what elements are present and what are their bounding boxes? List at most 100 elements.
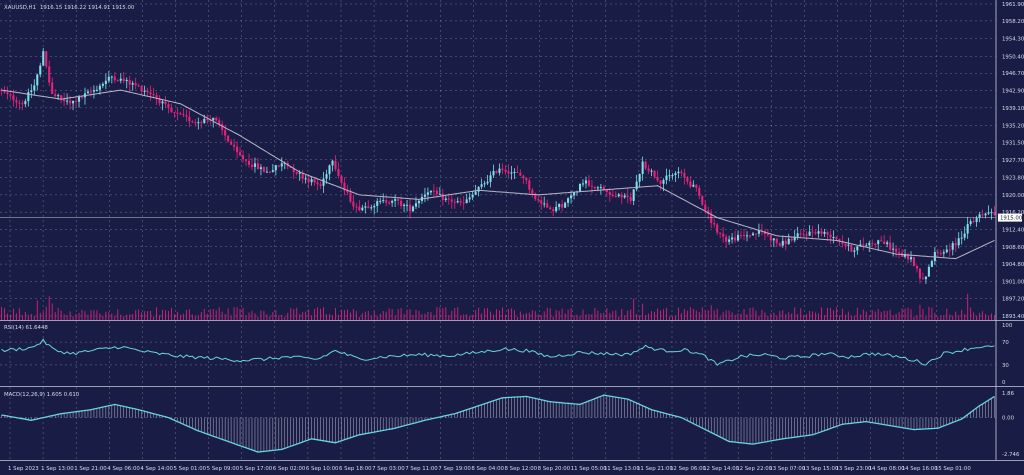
candle-body	[391, 200, 394, 203]
y-tick-label: 1912.40	[1002, 227, 1024, 233]
candle-body	[221, 124, 224, 131]
candle-body	[722, 233, 725, 237]
candle-body	[417, 200, 421, 204]
candle-body	[441, 193, 444, 200]
candle-body	[650, 170, 653, 172]
candle-body	[456, 201, 459, 203]
candle-body	[710, 213, 713, 224]
candle-body	[975, 217, 978, 222]
candle-body	[3, 90, 6, 93]
candle-body	[280, 163, 283, 167]
candle-body	[373, 205, 376, 208]
candle-body	[695, 184, 698, 188]
candle-body	[865, 245, 868, 247]
y-tick-label: 1901.00	[1002, 279, 1024, 285]
rsi-tick-label: 30	[1002, 363, 1009, 369]
rsi-tick-label: 0	[1002, 380, 1006, 386]
candle-body	[340, 175, 343, 183]
y-tick-label: 1931.50	[1002, 140, 1024, 146]
candle-body	[206, 118, 209, 120]
candle-body	[513, 171, 516, 173]
candle-body	[122, 78, 125, 82]
candle-body	[18, 102, 21, 104]
rsi-series	[1, 338, 995, 366]
candle-body	[662, 180, 665, 184]
candle-body	[760, 230, 763, 232]
candle-body	[930, 261, 933, 267]
candle-body	[233, 144, 236, 147]
candle-body	[453, 201, 456, 203]
x-tick-label: 13 Sep 23:00	[836, 466, 873, 472]
macd-tick-label: 0.00	[1002, 416, 1015, 422]
candle-body	[874, 243, 877, 245]
candle-body	[9, 94, 12, 96]
candle-body	[492, 171, 495, 176]
x-tick-label: 8 Sep 12:00	[505, 466, 538, 472]
candle-body	[927, 266, 930, 277]
candle-body	[737, 234, 740, 241]
rsi-tick-label: 70	[1002, 340, 1009, 346]
candle-body	[629, 197, 632, 201]
candle-body	[877, 240, 880, 245]
candle-body	[653, 170, 656, 177]
candle-body	[713, 223, 716, 225]
candle-body	[716, 224, 719, 233]
y-tick-label: 1920.00	[1002, 193, 1024, 199]
candle-body	[107, 76, 110, 81]
candle-body	[647, 168, 650, 172]
candle-body	[364, 206, 367, 208]
candle-body	[98, 85, 101, 90]
candle-body	[459, 201, 462, 203]
candle-body	[179, 113, 182, 115]
chart-symbol-label: XAUUSD,H1	[4, 5, 36, 11]
candle-body	[701, 195, 704, 205]
candle-body	[304, 178, 307, 180]
candle-body	[104, 80, 107, 84]
candle-body	[904, 254, 907, 257]
candle-body	[495, 171, 498, 173]
candle-body	[128, 80, 131, 85]
candle-body	[92, 90, 95, 92]
candle-body	[584, 180, 588, 184]
candle-body	[823, 231, 826, 234]
candle-body	[892, 248, 895, 250]
chart-ohlc-label: 1916.15 1916.22 1914.91 1915.00	[40, 5, 135, 11]
candle-body	[951, 243, 954, 250]
candle-body	[990, 212, 993, 214]
candle-body	[477, 186, 480, 192]
candle-body	[895, 248, 898, 253]
candle-body	[328, 165, 331, 175]
candle-body	[868, 242, 871, 246]
x-tick-label: 14 Sep 16:00	[902, 466, 939, 472]
candle-body	[942, 252, 945, 254]
candle-body	[253, 163, 257, 167]
candle-body	[149, 92, 152, 95]
candle-body	[432, 190, 435, 192]
candle-body	[161, 101, 164, 104]
y-tick-label: 1916.20	[1002, 210, 1024, 216]
y-tick-label: 1942.90	[1002, 89, 1024, 95]
candle-body	[912, 257, 916, 267]
candle-body	[474, 191, 477, 195]
candle-body	[337, 169, 340, 176]
candle-body	[519, 172, 522, 176]
x-tick-label: 12 Sep 06:00	[670, 466, 707, 472]
x-tick-label: 7 Sep 03:00	[372, 466, 405, 472]
moving-average-line	[1, 89, 995, 260]
candle-body	[483, 183, 486, 185]
candle-body	[811, 231, 814, 233]
candle-body	[656, 176, 659, 181]
candle-body	[435, 190, 438, 194]
candle-body	[790, 238, 793, 241]
candle-body	[343, 182, 346, 191]
candle-body	[394, 199, 397, 201]
candle-body	[623, 195, 626, 198]
candle-body	[832, 236, 835, 238]
candle-body	[945, 249, 948, 253]
candle-body	[325, 174, 328, 179]
candle-body	[239, 152, 242, 156]
candle-body	[769, 235, 772, 241]
candlestick-series[interactable]	[0, 48, 996, 284]
candle-body	[244, 159, 248, 161]
